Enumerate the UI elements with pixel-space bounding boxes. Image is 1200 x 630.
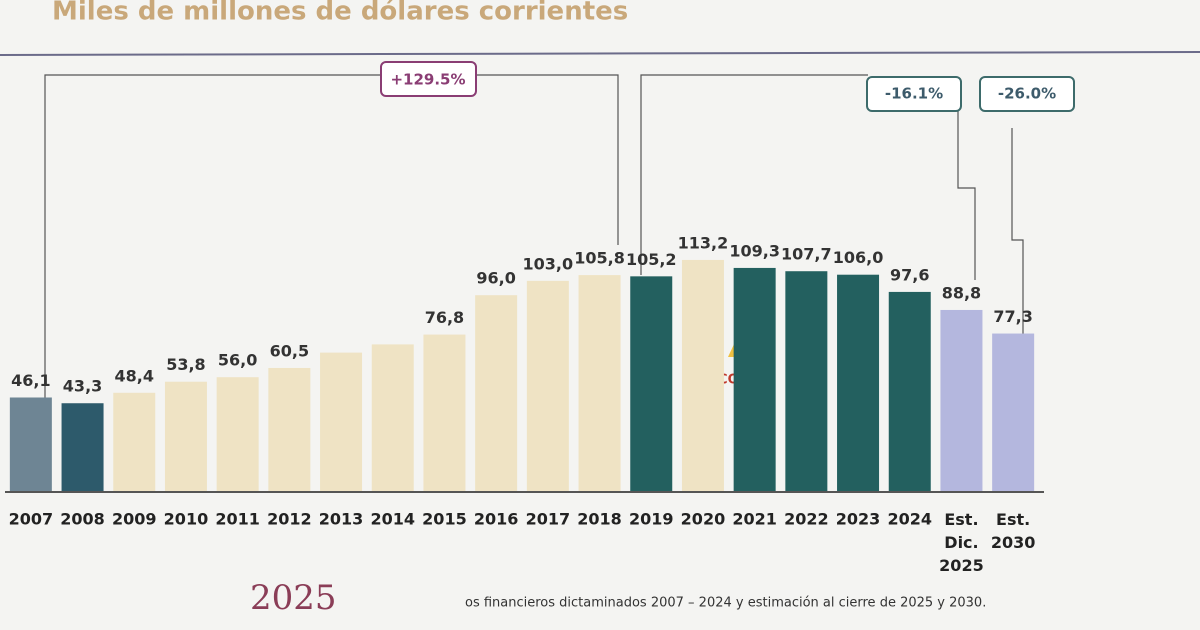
x-tick-label: 2008 <box>60 510 105 529</box>
chart-title: Miles de millones de dólares corrientes <box>52 0 628 27</box>
bar <box>320 352 363 492</box>
value-label: 88,8 <box>942 283 981 302</box>
value-label: 96,0 <box>476 269 515 288</box>
x-tick-label: 2010 <box>164 510 209 529</box>
logo: 2025 <box>250 578 337 618</box>
value-label: 46,1 <box>11 371 50 390</box>
bar <box>578 275 621 492</box>
bar <box>888 291 931 492</box>
bar <box>475 295 518 492</box>
value-label: 109,3 <box>729 241 780 260</box>
value-label: 77,3 <box>993 307 1032 326</box>
x-tick-label: 2014 <box>370 510 415 529</box>
x-tick-label: 2016 <box>474 510 519 529</box>
value-label: 97,6 <box>890 265 929 284</box>
value-label: 105,2 <box>626 250 677 269</box>
x-tick-label: 2022 <box>784 510 829 529</box>
value-label: 60,5 <box>270 341 309 360</box>
x-tick-label: 2024 <box>887 510 932 529</box>
bracket <box>957 108 976 280</box>
bar <box>164 381 207 492</box>
annotation: -26.0% <box>998 85 1056 103</box>
value-label: 43,3 <box>63 377 102 396</box>
x-tick-label: 2011 <box>215 510 260 529</box>
x-tick-label: Est. Dic. 2025 <box>939 510 984 575</box>
bar <box>113 392 156 492</box>
value-label: 103,0 <box>523 254 574 273</box>
title-rule <box>0 51 1200 56</box>
footnote: os financieros dictaminados 2007 – 2024 … <box>465 596 986 611</box>
annotation: -16.1% <box>885 85 943 103</box>
value-label: 105,8 <box>574 249 625 268</box>
bar <box>785 271 828 492</box>
annotation-box <box>979 76 1075 112</box>
x-tick-label: 2012 <box>267 510 312 529</box>
value-label: 76,8 <box>425 308 464 327</box>
value-label: 113,2 <box>678 233 729 252</box>
bar <box>733 267 776 492</box>
x-tick-label: 2015 <box>422 510 467 529</box>
x-tick-label: 2009 <box>112 510 157 529</box>
x-tick-label: 2007 <box>9 510 54 529</box>
x-tick-label: 2013 <box>319 510 364 529</box>
annotation-box <box>866 76 962 112</box>
value-label: 48,4 <box>115 366 154 385</box>
value-label: 107,7 <box>781 245 832 264</box>
bracket <box>1011 128 1024 352</box>
x-tick-label: 2017 <box>526 510 571 529</box>
bracket <box>640 74 868 275</box>
x-tick-label: 2021 <box>732 510 777 529</box>
bar <box>681 259 724 492</box>
value-label: 53,8 <box>166 355 205 374</box>
x-tick-label: 2019 <box>629 510 674 529</box>
value-label: 56,0 <box>218 351 257 370</box>
bar <box>216 377 259 492</box>
bar <box>371 344 414 492</box>
bar <box>9 397 52 492</box>
annotation-box <box>380 61 477 97</box>
value-label: 106,0 <box>833 248 884 267</box>
x-tick-label: 2020 <box>681 510 726 529</box>
annotation: +129.5% <box>390 71 465 89</box>
x-tick-label: Est. 2030 <box>991 510 1036 552</box>
x-tick-label: 2018 <box>577 510 622 529</box>
bracket <box>44 74 619 420</box>
bar <box>940 309 983 492</box>
bar <box>837 274 880 492</box>
x-tick-label: 2023 <box>836 510 881 529</box>
bar <box>423 334 466 492</box>
bar <box>61 403 104 492</box>
bar <box>992 333 1035 492</box>
bar <box>268 367 311 492</box>
bar <box>526 280 569 492</box>
bar <box>630 276 673 492</box>
